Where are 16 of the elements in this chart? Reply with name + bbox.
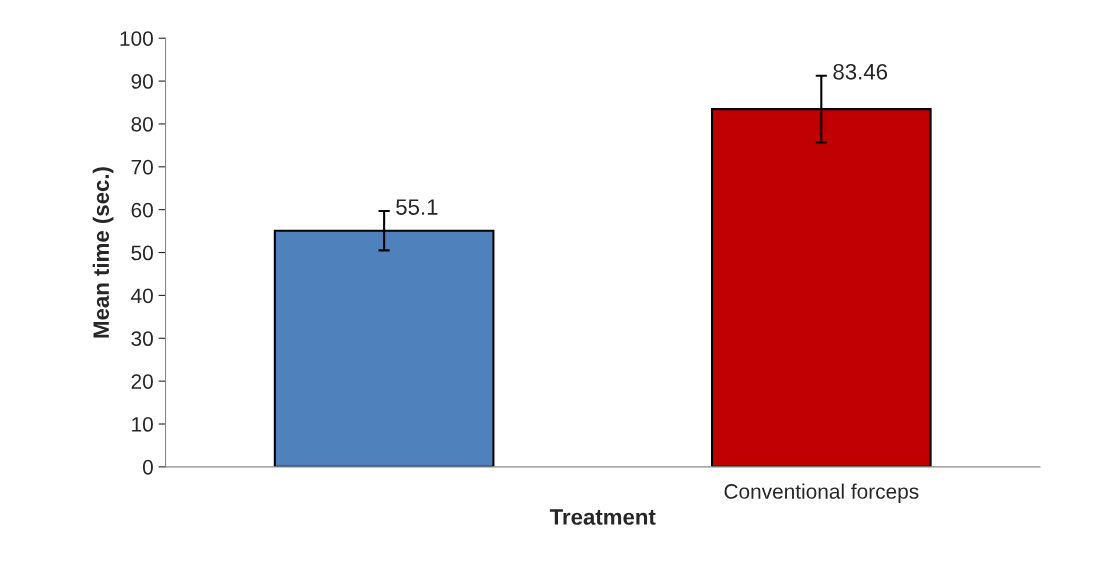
y-axis-title: Mean time (sec.): [92, 167, 114, 338]
y-tick-label: 30: [131, 331, 153, 347]
y-tick-label: 80: [131, 116, 153, 132]
y-tick-label: 0: [142, 459, 153, 475]
data-label: 55.1: [396, 199, 438, 215]
y-tick-label: 10: [132, 417, 153, 432]
y-tick-label: 100: [120, 31, 153, 46]
data-label: 83.46: [833, 63, 888, 80]
y-tick-label: 60: [131, 202, 153, 218]
x-tick-label: Conventional forceps: [724, 483, 919, 503]
y-tick-label: 90: [131, 74, 153, 89]
y-tick-label: 50: [131, 245, 153, 261]
y-tick-label: 70: [131, 159, 153, 175]
y-tick-label: 20: [131, 374, 153, 389]
y-tick-label: 40: [131, 288, 153, 304]
x-axis-title: Treatment: [549, 509, 656, 525]
